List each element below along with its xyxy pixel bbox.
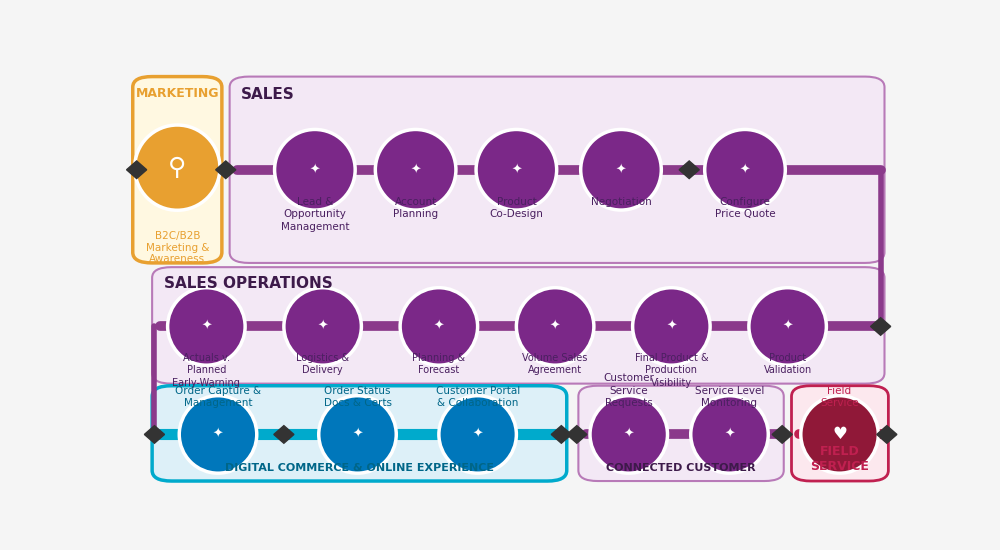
FancyBboxPatch shape xyxy=(578,386,784,481)
Ellipse shape xyxy=(168,288,245,365)
Text: Lead &
Opportunity
Management: Lead & Opportunity Management xyxy=(281,197,349,232)
Text: ✦: ✦ xyxy=(616,163,626,176)
FancyBboxPatch shape xyxy=(230,76,885,263)
Text: Field
Service: Field Service xyxy=(820,386,859,408)
Text: Order Capture &
Management: Order Capture & Management xyxy=(175,386,261,408)
Ellipse shape xyxy=(633,288,710,365)
Text: ✦: ✦ xyxy=(410,163,421,176)
Text: ✦: ✦ xyxy=(472,428,483,441)
Ellipse shape xyxy=(439,395,516,473)
Ellipse shape xyxy=(375,129,456,210)
FancyBboxPatch shape xyxy=(133,76,222,263)
Text: MARKETING: MARKETING xyxy=(136,87,219,100)
Text: ♥: ♥ xyxy=(832,426,847,443)
FancyBboxPatch shape xyxy=(152,267,885,384)
Text: ✦: ✦ xyxy=(201,320,212,333)
Text: DIGITAL COMMERCE & ONLINE EXPERIENCE: DIGITAL COMMERCE & ONLINE EXPERIENCE xyxy=(225,464,494,474)
Ellipse shape xyxy=(400,288,478,365)
Text: Final Product &
Production
Visibility: Final Product & Production Visibility xyxy=(635,353,708,388)
Ellipse shape xyxy=(801,395,878,473)
Text: ✦: ✦ xyxy=(782,320,793,333)
Text: CONNECTED CUSTOMER: CONNECTED CUSTOMER xyxy=(606,464,756,474)
Text: ✦: ✦ xyxy=(550,320,560,333)
Text: ✦: ✦ xyxy=(434,320,444,333)
Text: ✦: ✦ xyxy=(666,320,677,333)
Text: FIELD
SERVICE: FIELD SERVICE xyxy=(810,446,869,474)
Text: ✦: ✦ xyxy=(624,428,634,441)
Polygon shape xyxy=(274,426,294,443)
Polygon shape xyxy=(567,426,587,443)
Polygon shape xyxy=(551,426,571,443)
Text: Customer Portal
& Collaboration: Customer Portal & Collaboration xyxy=(436,386,520,408)
Polygon shape xyxy=(871,318,891,336)
Text: ✦: ✦ xyxy=(317,320,328,333)
Polygon shape xyxy=(772,426,792,443)
Text: ✦: ✦ xyxy=(724,428,735,441)
Text: Negotiation: Negotiation xyxy=(591,197,651,207)
Ellipse shape xyxy=(319,395,396,473)
Text: ✦: ✦ xyxy=(511,163,522,176)
Ellipse shape xyxy=(590,395,668,473)
Ellipse shape xyxy=(284,288,361,365)
Polygon shape xyxy=(144,426,165,443)
Polygon shape xyxy=(216,161,236,179)
Ellipse shape xyxy=(581,129,661,210)
Text: Volume Sales
Agreement: Volume Sales Agreement xyxy=(522,353,588,375)
Ellipse shape xyxy=(516,288,594,365)
Text: Product
Validation: Product Validation xyxy=(764,353,812,375)
Text: Order Status
Docs & Certs: Order Status Docs & Certs xyxy=(324,386,392,408)
Text: Actuals v.
Planned
Early-Warning: Actuals v. Planned Early-Warning xyxy=(172,353,240,388)
Ellipse shape xyxy=(476,129,557,210)
FancyBboxPatch shape xyxy=(792,386,888,481)
Text: ✦: ✦ xyxy=(213,428,223,441)
Text: Customer
Service
Requests: Customer Service Requests xyxy=(603,373,654,408)
Text: ⚲: ⚲ xyxy=(168,156,186,180)
Ellipse shape xyxy=(179,395,257,473)
Text: Service Level
Monitoring: Service Level Monitoring xyxy=(695,386,764,408)
Text: Planning &
Forecast: Planning & Forecast xyxy=(412,353,465,375)
Ellipse shape xyxy=(749,288,826,365)
Text: B2C/B2B
Marketing &
Awareness: B2C/B2B Marketing & Awareness xyxy=(146,231,209,265)
Text: Account
Planning: Account Planning xyxy=(393,197,438,219)
Ellipse shape xyxy=(705,129,785,210)
Polygon shape xyxy=(679,161,699,179)
Text: ✦: ✦ xyxy=(740,163,750,176)
Text: SALES OPERATIONS: SALES OPERATIONS xyxy=(164,277,332,292)
Text: Configure
Price Quote: Configure Price Quote xyxy=(715,197,775,219)
Ellipse shape xyxy=(691,395,768,473)
Polygon shape xyxy=(127,161,147,179)
Polygon shape xyxy=(877,426,897,443)
Text: Logistics &
Delivery: Logistics & Delivery xyxy=(296,353,349,375)
Text: ✦: ✦ xyxy=(352,428,363,441)
FancyBboxPatch shape xyxy=(152,386,567,481)
Text: SALES: SALES xyxy=(241,87,295,102)
Ellipse shape xyxy=(135,125,220,210)
Text: ✦: ✦ xyxy=(310,163,320,176)
Text: Product
Co-Design: Product Co-Design xyxy=(489,197,543,219)
Ellipse shape xyxy=(275,129,355,210)
